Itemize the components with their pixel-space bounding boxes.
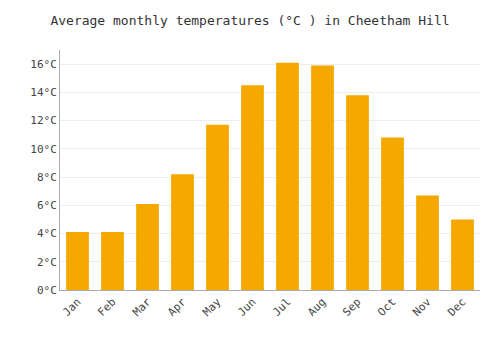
- svg-text:6°C: 6°C: [37, 199, 57, 212]
- svg-text:Sep: Sep: [340, 296, 363, 319]
- svg-text:10°C: 10°C: [30, 143, 57, 156]
- svg-text:Average monthly temperatures (: Average monthly temperatures (°C ) in Ch…: [50, 13, 449, 28]
- svg-text:Jul: Jul: [270, 296, 293, 319]
- svg-text:Jun: Jun: [235, 296, 258, 319]
- svg-text:Nov: Nov: [410, 295, 434, 319]
- svg-text:Mar: Mar: [130, 295, 154, 319]
- svg-text:0°C: 0°C: [37, 284, 57, 297]
- svg-text:Apr: Apr: [165, 295, 189, 319]
- svg-text:12°C: 12°C: [30, 114, 57, 127]
- svg-text:14°C: 14°C: [30, 86, 57, 99]
- svg-text:May: May: [200, 295, 224, 319]
- svg-text:16°C: 16°C: [30, 58, 57, 71]
- svg-text:Oct: Oct: [375, 296, 398, 319]
- svg-text:8°C: 8°C: [37, 171, 57, 184]
- svg-text:4°C: 4°C: [37, 227, 57, 240]
- svg-text:Feb: Feb: [95, 296, 118, 319]
- svg-text:2°C: 2°C: [37, 256, 57, 269]
- svg-text:Jan: Jan: [60, 296, 83, 319]
- svg-text:Dec: Dec: [445, 296, 468, 319]
- svg-text:Aug: Aug: [305, 296, 328, 319]
